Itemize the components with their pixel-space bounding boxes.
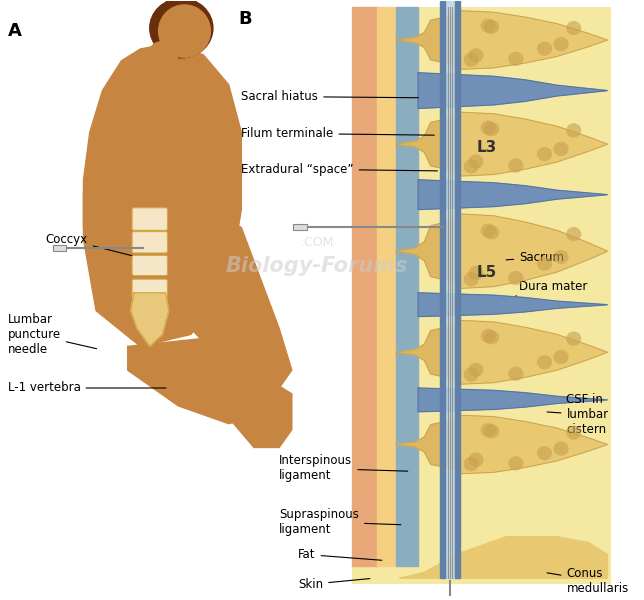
Polygon shape (396, 220, 456, 283)
Circle shape (553, 37, 569, 51)
Polygon shape (84, 43, 242, 346)
Text: CSF in
lumbar
cistern: CSF in lumbar cistern (547, 393, 609, 436)
Ellipse shape (147, 41, 178, 74)
Polygon shape (229, 382, 292, 448)
Circle shape (468, 154, 484, 169)
Text: Extradural “space”: Extradural “space” (242, 163, 437, 176)
Circle shape (464, 160, 478, 173)
Polygon shape (396, 15, 456, 65)
Circle shape (508, 52, 524, 66)
Polygon shape (440, 1, 445, 578)
Text: Dura mater: Dura mater (516, 280, 587, 296)
Text: Filum terminale: Filum terminale (242, 127, 434, 140)
Circle shape (464, 457, 478, 471)
Polygon shape (128, 334, 285, 424)
Polygon shape (456, 214, 607, 289)
Circle shape (464, 52, 478, 67)
Circle shape (484, 330, 499, 344)
Circle shape (468, 266, 484, 280)
Circle shape (480, 121, 496, 135)
FancyBboxPatch shape (132, 256, 167, 275)
Circle shape (553, 142, 569, 156)
Polygon shape (443, 1, 457, 578)
Circle shape (468, 48, 484, 62)
Text: Fat: Fat (298, 548, 382, 561)
Polygon shape (396, 7, 418, 566)
Circle shape (480, 423, 496, 437)
Text: Sacral hiatus: Sacral hiatus (242, 90, 419, 103)
Circle shape (566, 227, 582, 241)
Circle shape (484, 20, 499, 34)
Polygon shape (456, 415, 607, 474)
Ellipse shape (150, 0, 213, 58)
FancyBboxPatch shape (132, 208, 167, 230)
Polygon shape (418, 73, 607, 109)
Text: Biology-Forums: Biology-Forums (226, 256, 408, 276)
Polygon shape (166, 209, 292, 388)
Polygon shape (396, 325, 456, 379)
Polygon shape (131, 293, 169, 346)
Circle shape (566, 124, 582, 137)
Text: Supraspinous
ligament: Supraspinous ligament (279, 508, 401, 536)
Circle shape (537, 41, 552, 56)
Polygon shape (399, 536, 607, 578)
Circle shape (468, 362, 484, 377)
Circle shape (484, 225, 499, 239)
Circle shape (553, 350, 569, 364)
Circle shape (537, 256, 552, 271)
Polygon shape (455, 1, 460, 578)
Circle shape (508, 456, 524, 470)
FancyBboxPatch shape (132, 232, 167, 253)
Text: A: A (8, 22, 22, 40)
Circle shape (464, 272, 478, 286)
Polygon shape (396, 117, 456, 171)
Ellipse shape (158, 5, 211, 57)
Text: Skin: Skin (298, 578, 370, 591)
Polygon shape (396, 419, 456, 469)
Circle shape (537, 355, 552, 370)
Circle shape (468, 452, 484, 467)
Polygon shape (418, 293, 607, 317)
Circle shape (484, 122, 499, 136)
Circle shape (464, 368, 478, 382)
Circle shape (566, 425, 582, 440)
Circle shape (508, 367, 524, 381)
Polygon shape (84, 61, 235, 227)
Text: Interspinous
ligament: Interspinous ligament (279, 454, 408, 482)
Circle shape (537, 446, 552, 460)
Text: B: B (238, 10, 252, 28)
Circle shape (553, 442, 569, 456)
Circle shape (553, 250, 569, 264)
FancyBboxPatch shape (53, 245, 66, 251)
Polygon shape (456, 11, 607, 70)
FancyBboxPatch shape (352, 7, 611, 584)
Text: L-1 vertebra: L-1 vertebra (8, 382, 166, 394)
Polygon shape (418, 388, 607, 412)
Circle shape (508, 158, 524, 173)
Polygon shape (418, 180, 607, 209)
Text: Conus
medullaris: Conus medullaris (547, 567, 629, 595)
Text: Coccyx: Coccyx (46, 233, 147, 259)
Circle shape (484, 424, 499, 439)
Text: L3: L3 (476, 140, 497, 155)
Circle shape (480, 329, 496, 343)
FancyBboxPatch shape (132, 279, 167, 298)
Circle shape (480, 224, 496, 238)
Circle shape (480, 19, 496, 33)
Polygon shape (377, 7, 396, 566)
Text: .COM: .COM (300, 236, 334, 249)
Circle shape (508, 271, 524, 285)
Polygon shape (456, 320, 607, 385)
FancyBboxPatch shape (293, 224, 307, 230)
Polygon shape (456, 112, 607, 176)
Text: L5: L5 (476, 265, 497, 280)
Circle shape (566, 21, 582, 35)
Polygon shape (352, 7, 377, 566)
Circle shape (566, 331, 582, 346)
Text: Lumbar
puncture
needle: Lumbar puncture needle (8, 313, 97, 356)
Text: Sacrum: Sacrum (506, 251, 564, 263)
Circle shape (537, 147, 552, 161)
